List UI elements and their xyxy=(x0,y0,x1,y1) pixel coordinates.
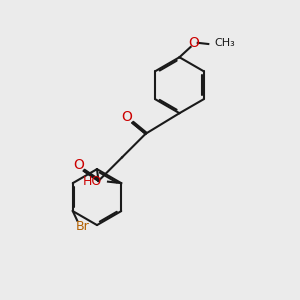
Text: O: O xyxy=(73,158,84,172)
Text: CH₃: CH₃ xyxy=(214,38,235,47)
Text: O: O xyxy=(189,36,200,50)
Text: HO: HO xyxy=(83,175,102,188)
Text: O: O xyxy=(122,110,133,124)
Text: Br: Br xyxy=(76,220,90,233)
